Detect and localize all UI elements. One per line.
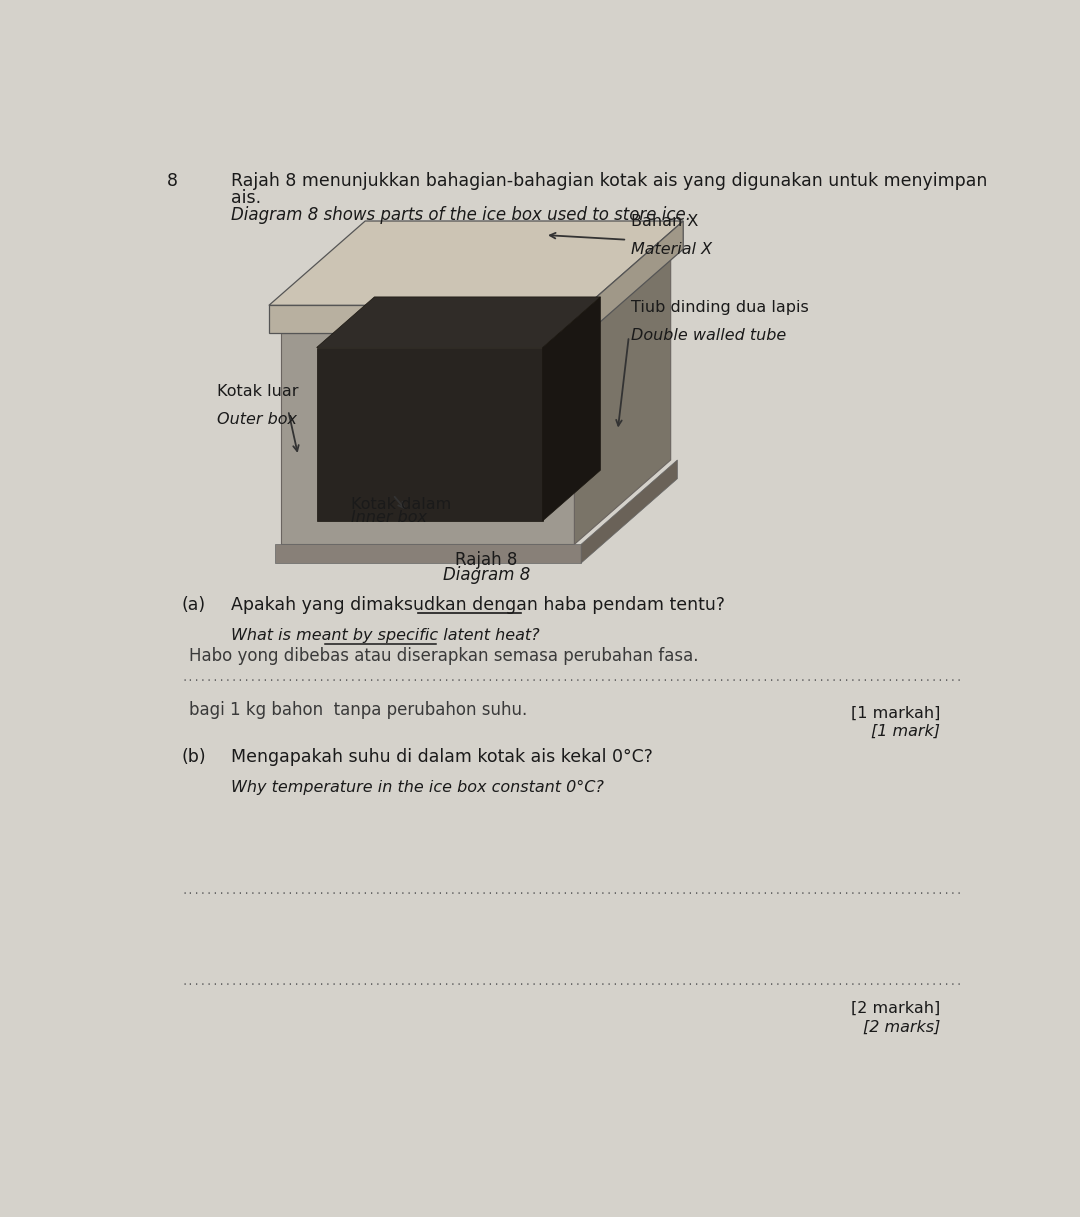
Text: Material X: Material X bbox=[631, 242, 712, 257]
Polygon shape bbox=[316, 297, 600, 348]
Polygon shape bbox=[542, 297, 600, 521]
Text: Diagram 8 shows parts of the ice box used to store ice.: Diagram 8 shows parts of the ice box use… bbox=[231, 206, 691, 224]
Text: ................................................................................: ........................................… bbox=[181, 977, 962, 987]
Polygon shape bbox=[274, 544, 581, 563]
Text: What is meant by specific latent heat?: What is meant by specific latent heat? bbox=[231, 628, 540, 643]
Text: Kotak luar: Kotak luar bbox=[217, 385, 298, 399]
Text: Outer box: Outer box bbox=[217, 413, 297, 427]
Text: [2 markah]: [2 markah] bbox=[851, 1000, 941, 1016]
Polygon shape bbox=[588, 221, 684, 333]
Text: [1 mark]: [1 mark] bbox=[872, 724, 941, 739]
Text: ................................................................................: ........................................… bbox=[181, 673, 962, 683]
Text: 8: 8 bbox=[166, 173, 178, 190]
Text: (b): (b) bbox=[181, 747, 205, 765]
Polygon shape bbox=[269, 221, 684, 305]
Text: Diagram 8: Diagram 8 bbox=[443, 566, 530, 584]
Text: Tiub dinding dua lapis: Tiub dinding dua lapis bbox=[632, 299, 809, 315]
Text: [1 markah]: [1 markah] bbox=[851, 706, 941, 720]
Polygon shape bbox=[282, 249, 671, 333]
Text: ................................................................................: ........................................… bbox=[181, 886, 962, 897]
Text: Kotak dalam: Kotak dalam bbox=[351, 497, 451, 511]
Polygon shape bbox=[316, 348, 542, 521]
Text: bagi 1 kg bahon  tanpa perubahon suhu.: bagi 1 kg bahon tanpa perubahon suhu. bbox=[189, 701, 528, 718]
Polygon shape bbox=[575, 249, 671, 544]
Text: Habo yong dibebas atau diserapkan semasa perubahan fasa.: Habo yong dibebas atau diserapkan semasa… bbox=[189, 647, 699, 666]
Text: Bahan X: Bahan X bbox=[631, 213, 698, 229]
Text: Rajah 8: Rajah 8 bbox=[456, 551, 517, 568]
Text: ais.: ais. bbox=[231, 189, 261, 207]
Text: Inner box: Inner box bbox=[351, 510, 427, 525]
Text: [2 marks]: [2 marks] bbox=[863, 1020, 941, 1034]
Polygon shape bbox=[282, 333, 575, 544]
Text: Double walled tube: Double walled tube bbox=[632, 327, 786, 343]
Text: (a): (a) bbox=[181, 596, 205, 613]
Text: Why temperature in the ice box constant 0°C?: Why temperature in the ice box constant … bbox=[231, 780, 604, 795]
Polygon shape bbox=[269, 305, 588, 333]
Polygon shape bbox=[581, 460, 677, 563]
Text: Rajah 8 menunjukkan bahagian-bahagian kotak ais yang digunakan untuk menyimpan: Rajah 8 menunjukkan bahagian-bahagian ko… bbox=[231, 173, 987, 190]
Text: Mengapakah suhu di dalam kotak ais kekal 0°C?: Mengapakah suhu di dalam kotak ais kekal… bbox=[231, 747, 653, 765]
Text: Apakah yang dimaksudkan dengan haba pendam tentu?: Apakah yang dimaksudkan dengan haba pend… bbox=[231, 596, 726, 613]
